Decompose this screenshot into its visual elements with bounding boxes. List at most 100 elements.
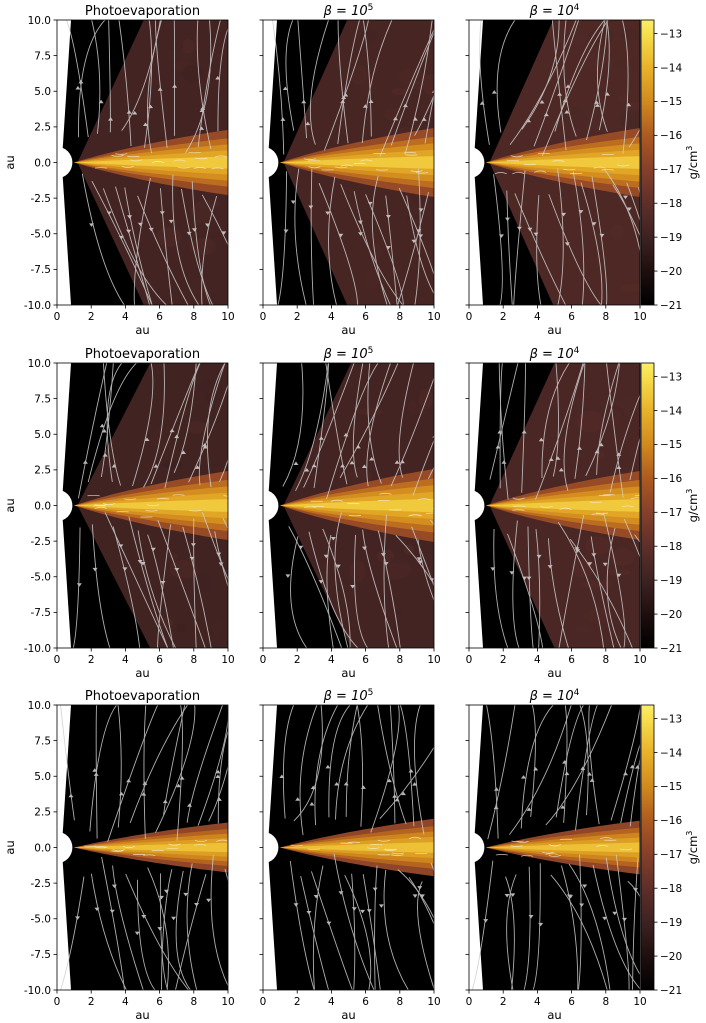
streamline (337, 20, 349, 144)
streamline-arrow (349, 460, 355, 465)
streamline-arrow (282, 86, 288, 90)
streamline-arrow (509, 571, 515, 575)
streamline (486, 705, 499, 839)
disk-swirl (177, 166, 191, 169)
streamline (201, 194, 228, 246)
streamline (60, 705, 75, 821)
wind-patch (190, 574, 213, 594)
streamline-arrow (179, 776, 185, 780)
streamline (606, 363, 624, 498)
disk-swirl (290, 844, 303, 847)
streamline-arrow (75, 85, 81, 90)
wind-patch (182, 64, 203, 82)
streamline-arrow (157, 87, 163, 91)
streamline-arrow (122, 567, 128, 571)
streamline (175, 870, 192, 990)
streamline (147, 534, 174, 648)
streamline (176, 705, 183, 841)
wind-patch (389, 555, 417, 565)
streamline (108, 20, 111, 133)
streamline (328, 176, 338, 305)
streamline (406, 195, 434, 295)
streamline (632, 857, 639, 990)
disk-swirl (193, 167, 206, 169)
x-tick-label: 2 (88, 654, 95, 666)
streamline-arrow (368, 99, 374, 104)
streamline-arrow (547, 565, 553, 569)
streamline-arrow (598, 442, 604, 447)
streamline (554, 20, 606, 132)
streamline-arrow (526, 807, 532, 811)
disk-swirl (379, 492, 392, 495)
streamline-arrow (78, 79, 84, 84)
streamline (398, 187, 434, 276)
disk-swirl (121, 165, 134, 168)
streamline-arrow (334, 782, 340, 786)
disk-swirl (559, 507, 572, 510)
streamline (188, 383, 228, 483)
streamline-arrow (118, 544, 124, 548)
streamline (353, 191, 391, 305)
streamline (150, 363, 201, 485)
x-tick-label: 6 (362, 996, 369, 1008)
streamline-arrow (298, 545, 304, 550)
streamline (173, 363, 197, 474)
streamlines (66, 20, 228, 305)
disk-swirl (520, 854, 534, 857)
y-axis-label: au (3, 498, 17, 512)
y-tick-label: 10.0 (28, 700, 51, 712)
streamline (629, 436, 640, 481)
disk-swirl (168, 843, 181, 846)
streamline (293, 705, 323, 822)
y-tick-label: -2.5 (31, 878, 52, 890)
y-tick-label: -5.0 (31, 572, 52, 584)
streamline (300, 875, 330, 990)
disk-swirl (600, 837, 613, 840)
streamline-arrow (360, 785, 366, 789)
streamline (413, 705, 425, 835)
wind-patch (576, 410, 604, 433)
streamline-arrow (626, 102, 632, 107)
streamline-arrow (183, 892, 189, 897)
disk-layer-4 (74, 156, 228, 169)
disk-swirl (548, 854, 561, 858)
streamline (326, 363, 379, 499)
wind-patch (364, 270, 378, 290)
streamline (91, 20, 101, 134)
wind-patch (198, 380, 223, 397)
y-tick-label: -5.0 (31, 914, 52, 926)
streamline-arrow (557, 92, 563, 96)
streamline (112, 526, 141, 648)
streamline-arrow (358, 232, 364, 236)
y-tick-label: -7.5 (31, 264, 52, 276)
streamline-arrow (386, 778, 392, 783)
streamline (590, 536, 615, 648)
streamline (345, 705, 358, 817)
x-tick-label: 6 (568, 996, 575, 1008)
streamline-arrow (418, 208, 424, 212)
streamline (337, 20, 361, 144)
streamline (352, 363, 364, 478)
streamline (523, 866, 531, 990)
y-tick-label: 5.0 (34, 771, 51, 783)
streamline (535, 363, 584, 500)
streamline (351, 873, 356, 990)
streamline-arrow (431, 89, 434, 93)
inner-boundary (263, 831, 279, 864)
streamline (521, 20, 560, 130)
disk-swirl (145, 509, 158, 512)
panel-0-2: 0 2 4 6 8 10 au β = 104 (465, 3, 647, 337)
streamline-arrow (157, 927, 163, 931)
streamline-arrow (521, 429, 527, 434)
streamline-arrow (169, 428, 175, 433)
streamline-arrow (164, 889, 170, 894)
streamline-arrow (144, 437, 150, 442)
panel-title: Photoevaporation (85, 347, 200, 362)
disk-swirl (510, 845, 523, 848)
streamline (60, 876, 85, 990)
panel-0-0: 0 2 4 6 8 10 au 10.0 7.5 5.0 2.5 0.0 -2.5 -5.0 -7.5 -10… (3, 4, 235, 337)
streamline-arrow (483, 919, 489, 923)
streamline (361, 20, 393, 143)
streamline-arrow (586, 772, 592, 776)
disk-swirl (151, 160, 165, 163)
